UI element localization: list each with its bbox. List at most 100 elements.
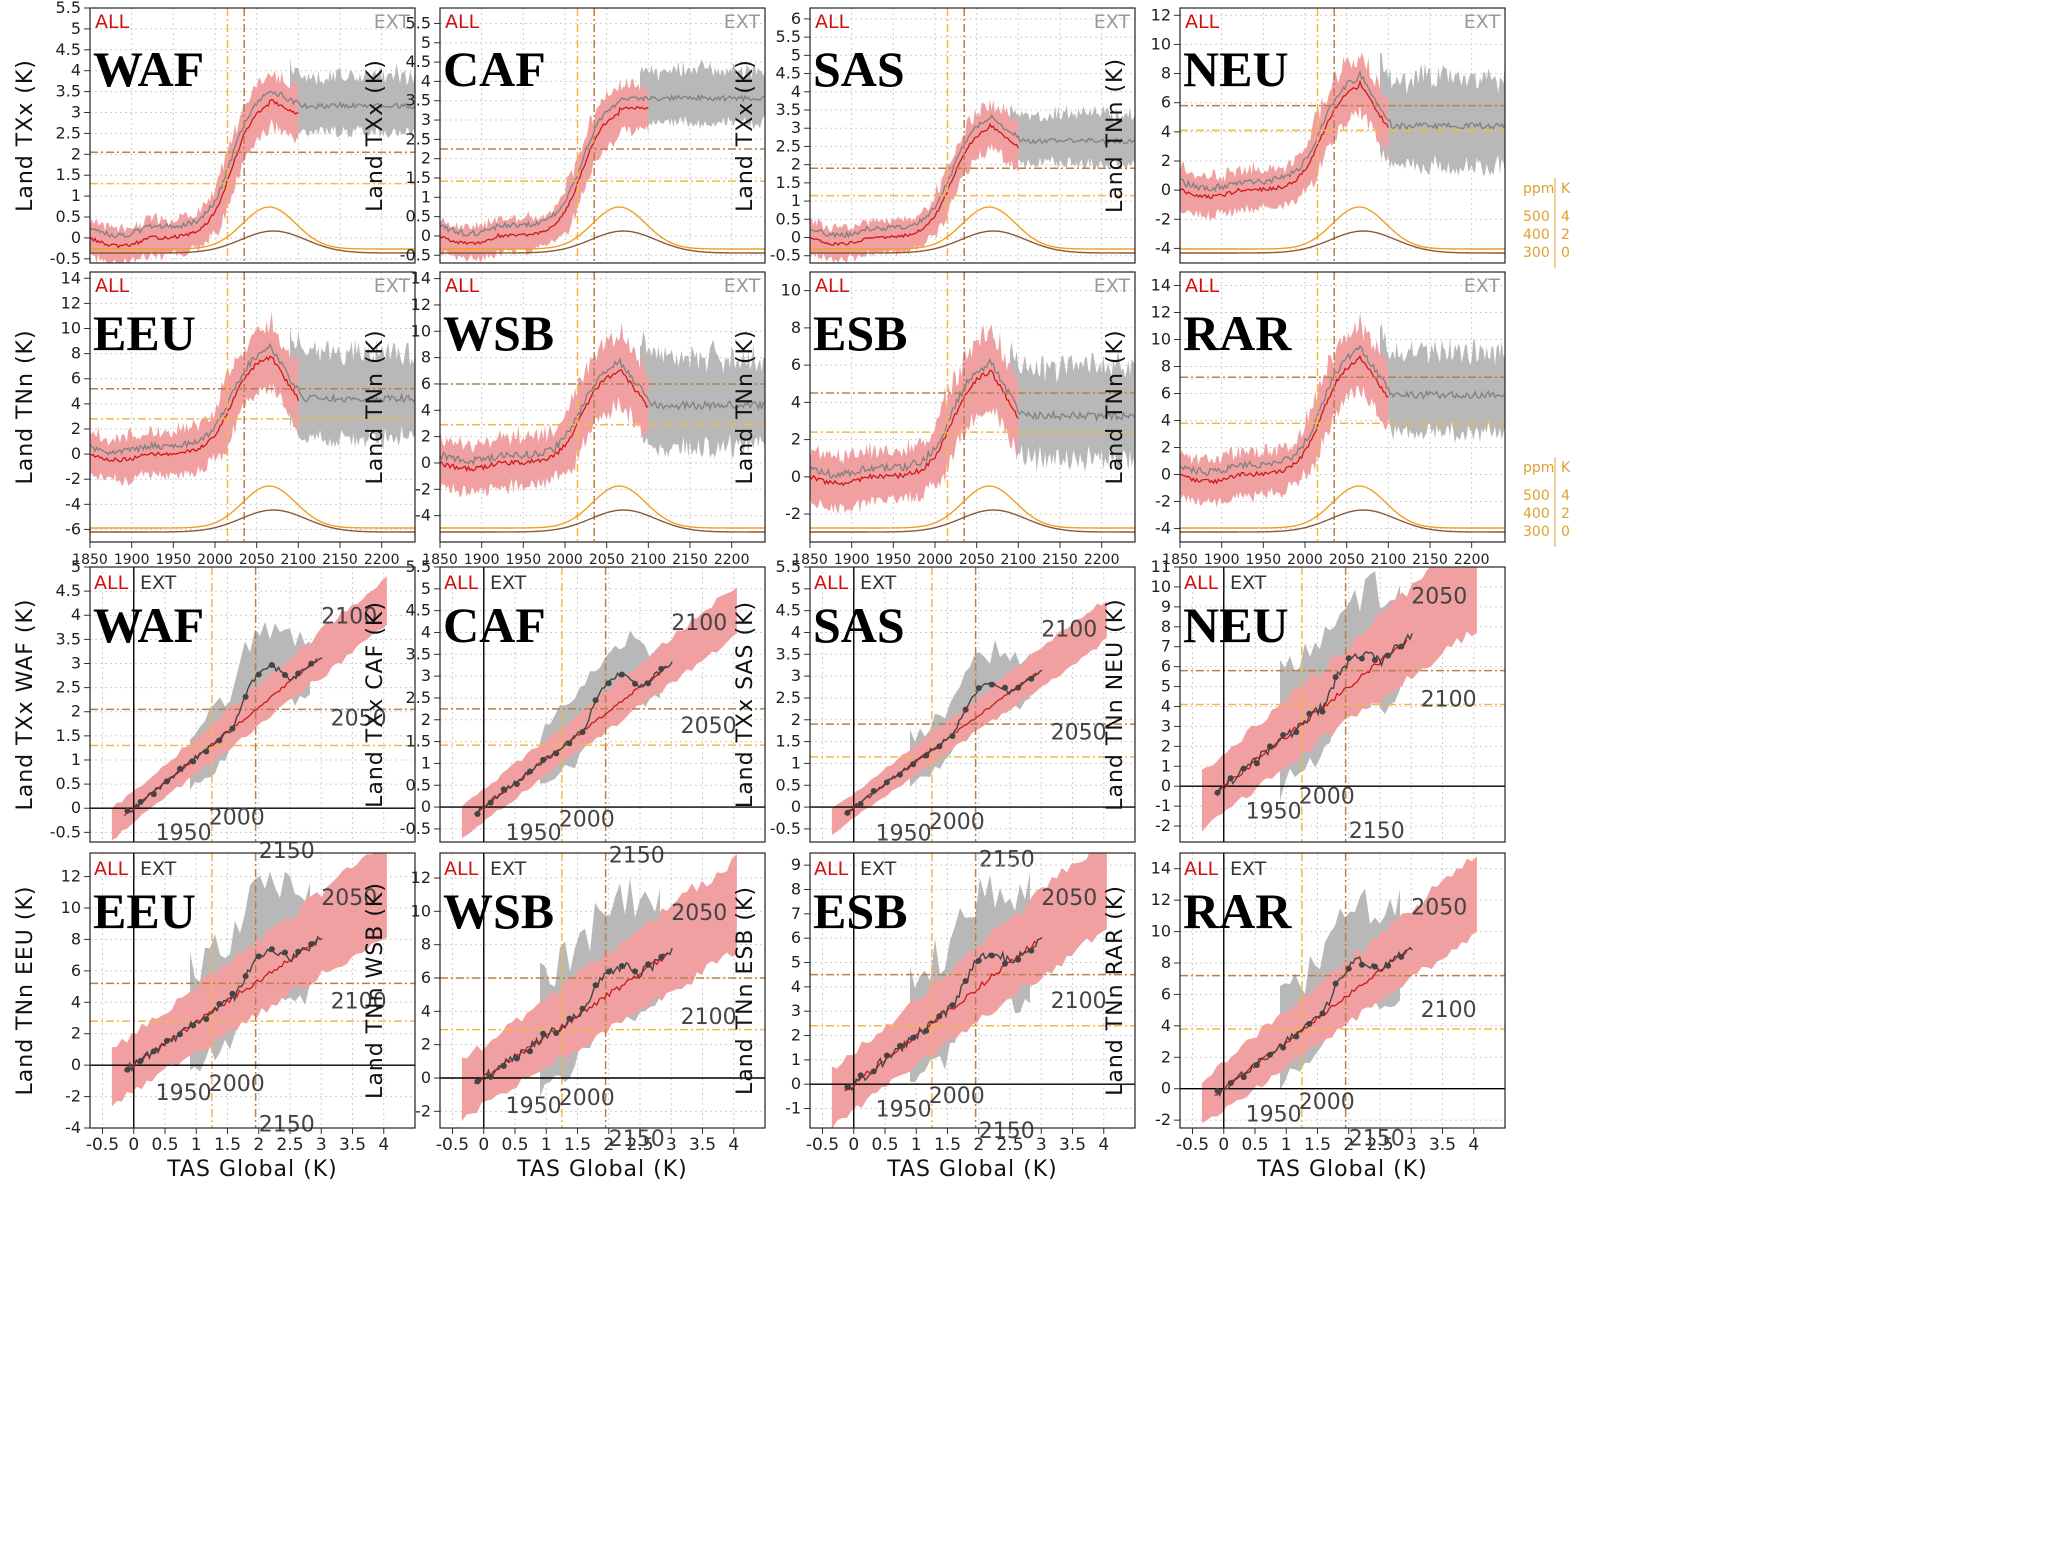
y-tick-label: 2 <box>71 1024 81 1043</box>
y-axis-label: Land TNn RAR (K) <box>1103 885 1128 1096</box>
trajectory-point <box>1358 655 1365 662</box>
region-label: SAS <box>813 41 905 97</box>
y-tick-label: 8 <box>791 318 801 337</box>
y-axis-label: Land TNn EEU (K) <box>13 886 38 1096</box>
y-tick-label: 0.5 <box>776 209 801 228</box>
ext-mean-line <box>810 357 1135 480</box>
trajectory-point <box>1002 684 1008 691</box>
trajectory-point <box>936 743 943 750</box>
y-tick-label: 3.5 <box>56 82 81 101</box>
all-mean-line <box>440 369 649 473</box>
trajectory-point <box>295 948 302 955</box>
legend-all: ALL <box>1185 275 1220 297</box>
y-tick-label: 4 <box>791 82 801 101</box>
trajectory-point <box>658 953 665 960</box>
trajectory-point <box>124 807 131 814</box>
x-tick-label: 2150 <box>1412 552 1448 568</box>
all-mean-line <box>1180 354 1389 485</box>
y-tick-label: 6 <box>791 355 801 374</box>
y-tick-label: 5.5 <box>776 557 801 576</box>
x-tick-label: 1.5 <box>214 1135 241 1155</box>
x-tick-label: 2.5 <box>996 1135 1023 1155</box>
trajectory-point <box>910 761 917 768</box>
trajectory-point <box>216 737 223 744</box>
y-tick-label: 3.5 <box>406 644 431 663</box>
plot-area <box>810 567 1135 842</box>
ext-trajectory-line <box>126 935 323 1072</box>
legend-ext: EXT <box>1464 11 1501 33</box>
panel-frame <box>439 271 766 543</box>
y-tick-label: 9 <box>791 855 801 874</box>
trajectory-point <box>910 1034 917 1041</box>
y-tick-label: 4 <box>421 622 431 641</box>
ext-trajectory-line <box>1216 633 1413 794</box>
trajectory-point <box>229 990 236 997</box>
y-tick-label: 4 <box>71 61 81 80</box>
y-tick-label: 1.5 <box>406 168 431 187</box>
y-tick-label: 6 <box>71 369 81 388</box>
trajectory-point <box>163 1037 170 1044</box>
x-tick-label: 2000 <box>197 552 233 568</box>
y-tick-label: 2.5 <box>406 129 431 148</box>
region-label: ESB <box>813 305 908 361</box>
trajectory-point <box>949 732 956 739</box>
y-tick-label: -0.5 <box>400 819 431 838</box>
legend-ext: EXT <box>1230 858 1267 880</box>
year-label: 2000 <box>559 807 615 832</box>
y-tick-label: 8 <box>421 935 431 954</box>
all-mean-line <box>1180 79 1389 200</box>
y-tick-label: 4 <box>71 605 81 624</box>
y-tick-label: 0 <box>421 797 431 816</box>
trajectory-point <box>1293 728 1300 735</box>
trajectory-point <box>605 968 612 975</box>
year-label: 2050 <box>1041 886 1097 911</box>
y-tick-label: 2 <box>791 1026 801 1045</box>
legend-all: ALL <box>1185 11 1220 33</box>
y-tick-label: 0 <box>1161 465 1171 484</box>
x-tick-label: 0 <box>478 1135 489 1155</box>
ext-band <box>290 325 415 450</box>
k-tick: 4 <box>1561 488 1570 504</box>
x-tick-label: 0.5 <box>1241 1135 1268 1155</box>
trajectory-point <box>177 765 183 772</box>
year-label: 1950 <box>506 1094 562 1119</box>
y-tick-label: 5.5 <box>776 27 801 46</box>
y-tick-label: 0 <box>71 798 81 817</box>
x-tick-label: 2050 <box>589 552 625 568</box>
y-tick-label: 5 <box>791 953 801 972</box>
legend-all: ALL <box>815 11 850 33</box>
trajectory-point <box>592 982 599 989</box>
x-tick-label: 2100 <box>1001 552 1037 568</box>
trajectory-point <box>474 810 481 817</box>
panel-frame <box>89 271 416 543</box>
ext-trajectory-line <box>476 661 673 815</box>
x-tick-label: 1850 <box>792 552 828 568</box>
legend-all: ALL <box>94 572 129 594</box>
y-tick-label: 3.5 <box>776 100 801 119</box>
y-tick-label: 1 <box>1161 756 1171 775</box>
trajectory-point <box>632 680 638 687</box>
trajectory-point <box>645 680 652 687</box>
y-tick-label: 0 <box>421 226 431 245</box>
ext-band <box>1380 323 1505 444</box>
y-tick-label: 2.5 <box>776 136 801 155</box>
y-tick-label: -0.5 <box>770 819 801 838</box>
x-tick-label: 2150 <box>322 552 358 568</box>
x-tick-label: 3.5 <box>1059 1135 1086 1155</box>
x-tick-label: -0.5 <box>806 1135 839 1155</box>
year-label: 1950 <box>876 822 932 847</box>
co2-concentration-line <box>440 206 765 250</box>
trajectory-point <box>844 809 851 816</box>
year-label: 2100 <box>1051 989 1107 1014</box>
y-tick-label: 10 <box>411 321 431 340</box>
y-tick-label: 0.5 <box>406 775 431 794</box>
trajectory-point <box>857 800 864 807</box>
y-tick-label: 12 <box>1151 303 1171 322</box>
trajectory-point <box>500 786 507 793</box>
trajectory-point <box>988 681 995 688</box>
x-tick-label: 1850 <box>1162 552 1198 568</box>
y-tick-label: -0.5 <box>50 249 81 268</box>
y-tick-label: 0 <box>421 1068 431 1087</box>
x-tick-label: 0.5 <box>501 1135 528 1155</box>
panel-frame <box>809 7 1136 264</box>
